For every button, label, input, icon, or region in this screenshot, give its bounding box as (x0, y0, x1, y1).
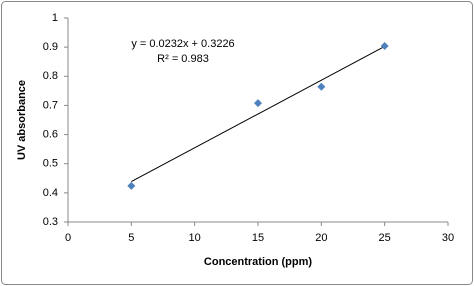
y-tick-label: 0.9 (43, 41, 58, 53)
x-tick-label: 0 (65, 232, 71, 244)
y-tick-label: 0.6 (43, 128, 58, 140)
y-tick-label: 0.3 (43, 216, 58, 228)
data-point (380, 41, 389, 50)
x-tick-label: 5 (128, 232, 134, 244)
y-tick-label: 0.7 (43, 99, 58, 111)
y-tick-label: 0.4 (43, 187, 58, 199)
data-point (127, 181, 136, 190)
y-axis-title: UV absorbance (16, 80, 28, 160)
y-tick-label: 0.8 (43, 70, 58, 82)
x-axis-title: Concentration (ppm) (204, 256, 312, 268)
y-tick-label: 0.5 (43, 158, 58, 170)
y-tick-label: 1 (52, 12, 58, 24)
x-tick-label: 25 (379, 232, 391, 244)
data-point (317, 82, 326, 91)
x-tick-label: 20 (315, 232, 327, 244)
trendline-r2: R² = 0.983 (157, 53, 209, 65)
trendline (131, 45, 385, 183)
x-tick-label: 10 (189, 232, 201, 244)
trendline-equation: y = 0.0232x + 0.3226 (131, 38, 234, 50)
x-tick-label: 30 (442, 232, 454, 244)
x-tick-label: 15 (252, 232, 264, 244)
data-point (254, 99, 262, 108)
